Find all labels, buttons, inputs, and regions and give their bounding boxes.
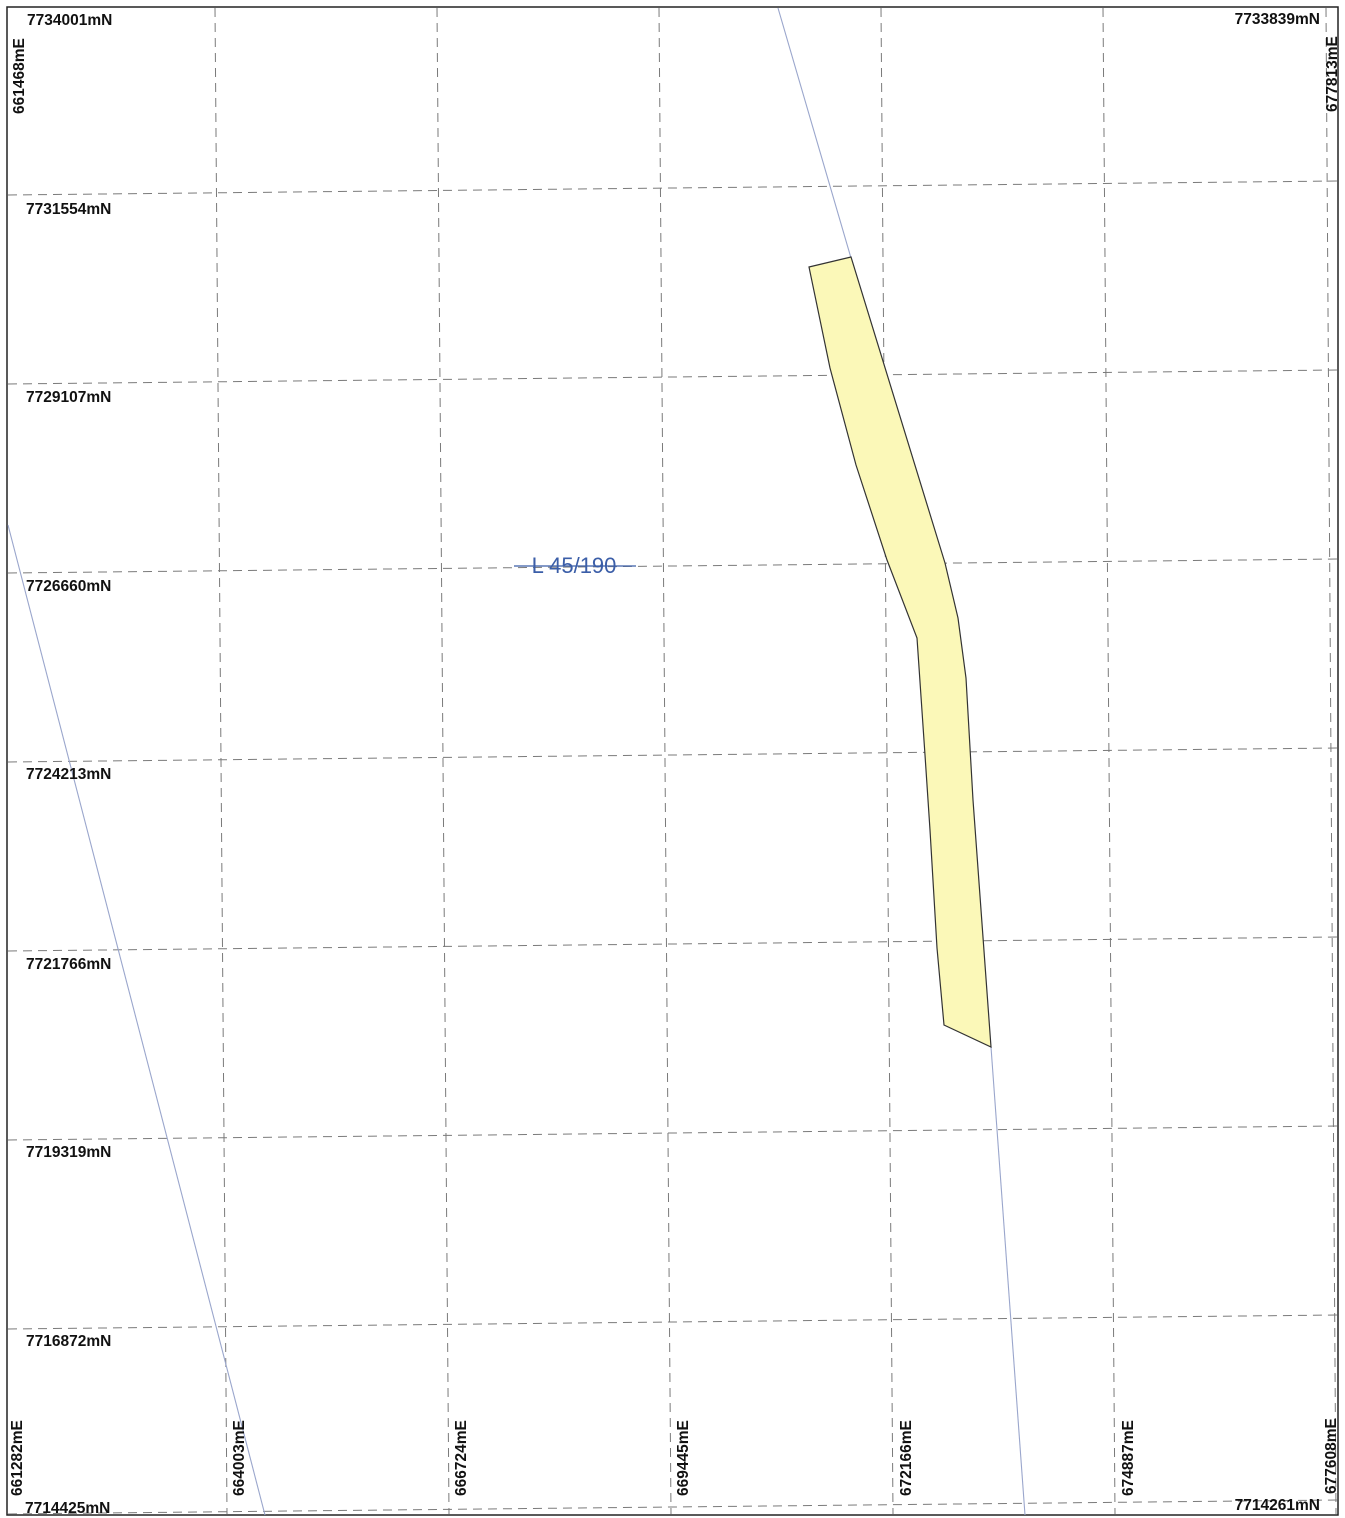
easting-gridline	[880, 7, 894, 1515]
map-frame	[6, 6, 1339, 1516]
tenement-label[interactable]: L 45/190	[532, 553, 617, 578]
northing-label: 7729107mN	[26, 389, 111, 406]
northing-gridline	[7, 180, 1338, 196]
northing-label: 7731554mN	[26, 201, 111, 218]
right-boundary-line-north	[777, 7, 852, 259]
northing-label: 7721766mN	[26, 956, 111, 973]
corner-easting-top-left: 661468mE	[11, 38, 28, 114]
northing-gridline	[7, 558, 1338, 574]
easting-label: 674887mE	[1120, 1420, 1137, 1496]
northing-label: 7716872mN	[26, 1333, 111, 1350]
boundary-lines	[7, 7, 1026, 1516]
northing-labels: 7731554mN 7729107mN 7726660mN 7724213mN …	[26, 201, 111, 1350]
northing-label: 7724213mN	[26, 766, 111, 783]
easting-labels: 664003mE 666724mE 669445mE 672166mE 6748…	[231, 1420, 1137, 1496]
corner-northing-bottom-left: 7714425mN	[25, 1500, 110, 1517]
corner-northing-top-left: 7734001mN	[27, 12, 112, 29]
northing-label: 7726660mN	[26, 578, 111, 595]
easting-label: 672166mE	[898, 1420, 915, 1496]
easting-label: 664003mE	[231, 1420, 248, 1496]
right-boundary-line-south	[990, 1046, 1026, 1516]
corner-northing-top-right: 7733839mN	[1235, 11, 1320, 28]
easting-gridline	[436, 7, 450, 1515]
northing-grid	[7, 180, 1338, 1515]
easting-label: 669445mE	[675, 1420, 692, 1496]
easting-grid	[214, 7, 1337, 1515]
northing-gridline	[7, 369, 1338, 385]
tenement-label-group: L 45/190	[514, 553, 636, 578]
corner-northing-bottom-right: 7714261mN	[1235, 1497, 1320, 1514]
corner-easting-top-right: 677813mE	[1324, 36, 1341, 112]
left-boundary-line	[7, 524, 266, 1516]
northing-gridline	[7, 1499, 1338, 1515]
northing-gridline	[7, 1314, 1338, 1330]
easting-gridline	[658, 7, 672, 1515]
northing-gridline	[7, 747, 1338, 763]
easting-gridline	[214, 7, 228, 1515]
corner-easting-bottom-right: 677608mE	[1323, 1418, 1340, 1494]
easting-gridline	[1325, 7, 1337, 1515]
northing-gridline	[7, 936, 1338, 952]
easting-gridline	[1102, 7, 1116, 1515]
tenement-polygon[interactable]	[808, 256, 992, 1048]
northing-gridline	[7, 1125, 1338, 1141]
corner-easting-bottom-left: 661282mE	[9, 1420, 26, 1496]
northing-label: 7719319mN	[26, 1144, 111, 1161]
easting-label: 666724mE	[453, 1420, 470, 1496]
